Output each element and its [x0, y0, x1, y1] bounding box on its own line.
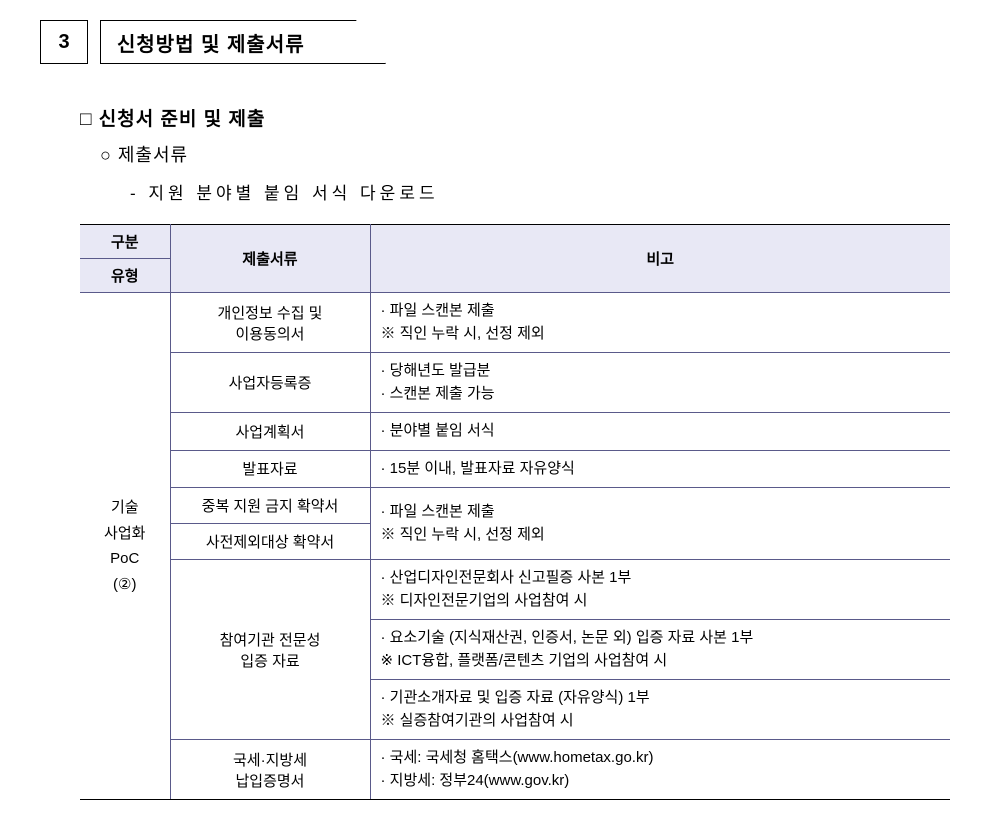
doc-cell: 참여기관 전문성입증 자료 — [170, 560, 370, 740]
doc-cell: 국세·지방세납입증명서 — [170, 740, 370, 800]
doc-cell: 중복 지원 금지 확약서 — [170, 488, 370, 524]
remark-cell: · 기관소개자료 및 입증 자료 (자유양식) 1부 ※ 실증참여기관의 사업참… — [370, 680, 950, 740]
documents-table: 구분 제출서류 비고 유형 기술사업화PoC(②) 개인정보 수집 및이용동의서… — [80, 224, 950, 800]
doc-cell: 사업자등록증 — [170, 353, 370, 413]
type-cell: 기술사업화PoC(②) — [80, 293, 170, 800]
remark-cell: · 국세: 국세청 홈택스(www.hometax.go.kr)· 지방세: 정… — [370, 740, 950, 800]
remark-cell: · 파일 스캔본 제출 ※ 직인 누락 시, 선정 제외 — [370, 293, 950, 353]
doc-cell: 개인정보 수집 및이용동의서 — [170, 293, 370, 353]
remark-cell: · 분야별 붙임 서식 — [370, 413, 950, 451]
remark-cell: · 15분 이내, 발표자료 자유양식 — [370, 450, 950, 488]
subsection-heading: □ 신청서 준비 및 제출 — [80, 104, 952, 131]
dash-note: - 지원 분야별 붙임 서식 다운로드 — [130, 179, 952, 204]
doc-cell: 사전제외대상 확약서 — [170, 524, 370, 560]
doc-cell: 사업계획서 — [170, 413, 370, 451]
remark-cell: · 요소기술 (지식재산권, 인증서, 논문 외) 입증 자료 사본 1부 ※ … — [370, 620, 950, 680]
section-number: 3 — [40, 20, 88, 64]
sub-subsection-heading: ○ 제출서류 — [100, 141, 952, 167]
th-type: 유형 — [80, 259, 170, 293]
section-header: 3 신청방법 및 제출서류 — [40, 20, 952, 64]
remark-cell: · 산업디자인전문회사 신고필증 사본 1부 ※ 디자인전문기업의 사업참여 시 — [370, 560, 950, 620]
remark-cell: · 당해년도 발급분· 스캔본 제출 가능 — [370, 353, 950, 413]
remark-cell: · 파일 스캔본 제출 ※ 직인 누락 시, 선정 제외 — [370, 488, 950, 560]
doc-cell: 발표자료 — [170, 450, 370, 488]
th-remarks: 비고 — [370, 225, 950, 293]
section-title: 신청방법 및 제출서류 — [100, 20, 386, 64]
th-documents: 제출서류 — [170, 225, 370, 293]
th-category: 구분 — [80, 225, 170, 259]
